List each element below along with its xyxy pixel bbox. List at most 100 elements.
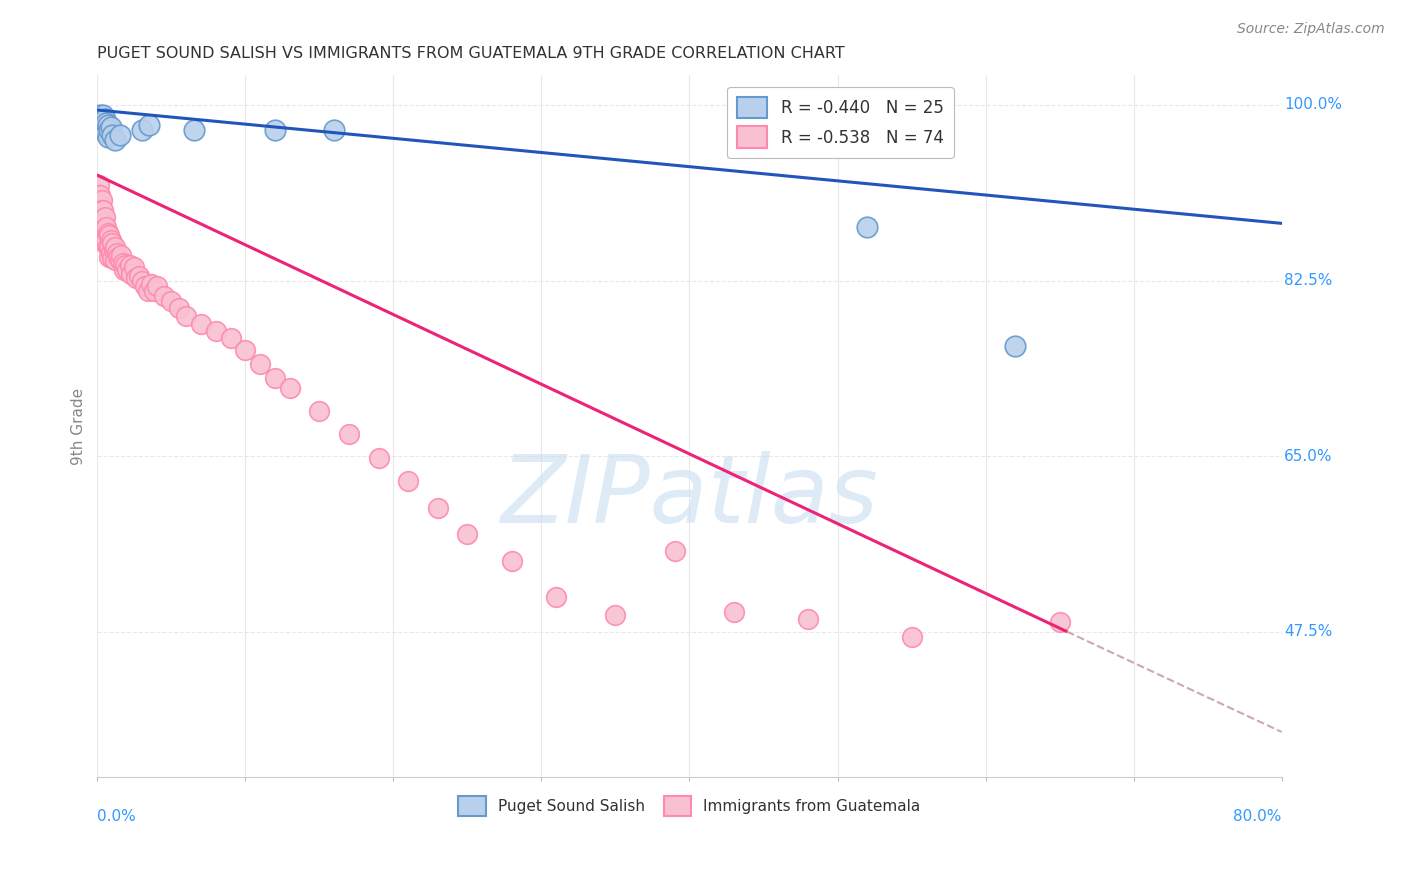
Point bbox=[856, 220, 879, 235]
Point bbox=[110, 248, 132, 262]
Point bbox=[136, 284, 159, 298]
Point bbox=[89, 108, 111, 122]
Point bbox=[153, 288, 176, 302]
Point bbox=[104, 133, 127, 147]
Point bbox=[367, 451, 389, 466]
Point bbox=[104, 253, 127, 268]
Point bbox=[90, 213, 112, 227]
Point bbox=[456, 527, 478, 541]
Point bbox=[1004, 339, 1026, 353]
Point bbox=[308, 404, 330, 418]
Point bbox=[142, 284, 165, 298]
Point bbox=[87, 188, 110, 202]
Point bbox=[664, 544, 686, 558]
Point bbox=[90, 113, 112, 128]
Text: Source: ZipAtlas.com: Source: ZipAtlas.com bbox=[1237, 22, 1385, 37]
Point bbox=[501, 554, 523, 568]
Point bbox=[96, 126, 118, 140]
Point bbox=[108, 128, 131, 142]
Point bbox=[97, 130, 120, 145]
Point bbox=[190, 317, 212, 331]
Point bbox=[94, 112, 117, 126]
Point bbox=[100, 120, 122, 134]
Point bbox=[167, 301, 190, 315]
Point bbox=[90, 223, 112, 237]
Point bbox=[183, 123, 205, 137]
Text: 47.5%: 47.5% bbox=[1284, 624, 1333, 640]
Point bbox=[264, 371, 287, 385]
Point bbox=[90, 194, 112, 208]
Point bbox=[98, 251, 121, 265]
Point bbox=[91, 108, 114, 122]
Point bbox=[139, 277, 162, 291]
Point bbox=[94, 211, 117, 225]
Point bbox=[94, 123, 117, 137]
Point bbox=[174, 309, 197, 323]
Point bbox=[103, 244, 125, 258]
Point bbox=[235, 343, 257, 357]
Point bbox=[87, 178, 110, 193]
Point bbox=[91, 203, 114, 218]
Text: PUGET SOUND SALISH VS IMMIGRANTS FROM GUATEMALA 9TH GRADE CORRELATION CHART: PUGET SOUND SALISH VS IMMIGRANTS FROM GU… bbox=[97, 46, 845, 62]
Point bbox=[97, 240, 120, 254]
Point bbox=[125, 270, 148, 285]
Point bbox=[94, 223, 117, 237]
Point bbox=[120, 267, 142, 281]
Point bbox=[90, 120, 112, 134]
Point bbox=[134, 278, 156, 293]
Point bbox=[145, 278, 167, 293]
Point bbox=[94, 236, 117, 251]
Point bbox=[204, 324, 226, 338]
Point bbox=[91, 216, 114, 230]
Point bbox=[98, 228, 121, 243]
Y-axis label: 9th Grade: 9th Grade bbox=[72, 387, 86, 465]
Point bbox=[797, 611, 820, 625]
Point bbox=[101, 236, 124, 251]
Point bbox=[89, 198, 111, 212]
Point bbox=[104, 240, 127, 254]
Point bbox=[98, 123, 121, 137]
Text: 82.5%: 82.5% bbox=[1284, 273, 1333, 288]
Point bbox=[91, 116, 114, 130]
Point bbox=[89, 203, 111, 218]
Point bbox=[396, 474, 419, 488]
Point bbox=[96, 234, 118, 248]
Legend: Puget Sound Salish, Immigrants from Guatemala: Puget Sound Salish, Immigrants from Guat… bbox=[453, 790, 927, 822]
Point bbox=[111, 256, 134, 270]
Point bbox=[723, 605, 745, 619]
Point bbox=[337, 427, 360, 442]
Point bbox=[108, 253, 131, 268]
Point bbox=[97, 227, 120, 241]
Point bbox=[131, 273, 153, 287]
Point bbox=[107, 251, 129, 265]
Point bbox=[900, 630, 922, 644]
Text: 0.0%: 0.0% bbox=[97, 809, 136, 824]
Point bbox=[87, 113, 110, 128]
Point bbox=[105, 246, 128, 260]
Point bbox=[323, 123, 346, 137]
Point bbox=[605, 607, 627, 622]
Point bbox=[160, 293, 183, 308]
Point bbox=[96, 220, 118, 235]
Point bbox=[278, 381, 301, 395]
Point bbox=[118, 259, 141, 273]
Point bbox=[89, 188, 111, 202]
Point bbox=[96, 116, 118, 130]
Point bbox=[264, 123, 287, 137]
Point bbox=[115, 263, 138, 277]
Point bbox=[91, 223, 114, 237]
Point bbox=[101, 128, 124, 142]
Point bbox=[128, 268, 150, 283]
Text: 80.0%: 80.0% bbox=[1233, 809, 1282, 824]
Point bbox=[426, 501, 449, 516]
Point bbox=[138, 118, 160, 132]
Point bbox=[1049, 615, 1071, 629]
Point bbox=[131, 123, 153, 137]
Point bbox=[97, 118, 120, 132]
Point bbox=[249, 357, 271, 371]
Point bbox=[114, 259, 136, 273]
Text: 65.0%: 65.0% bbox=[1284, 449, 1333, 464]
Text: 100.0%: 100.0% bbox=[1284, 97, 1341, 112]
Point bbox=[112, 263, 135, 277]
Point bbox=[219, 331, 242, 345]
